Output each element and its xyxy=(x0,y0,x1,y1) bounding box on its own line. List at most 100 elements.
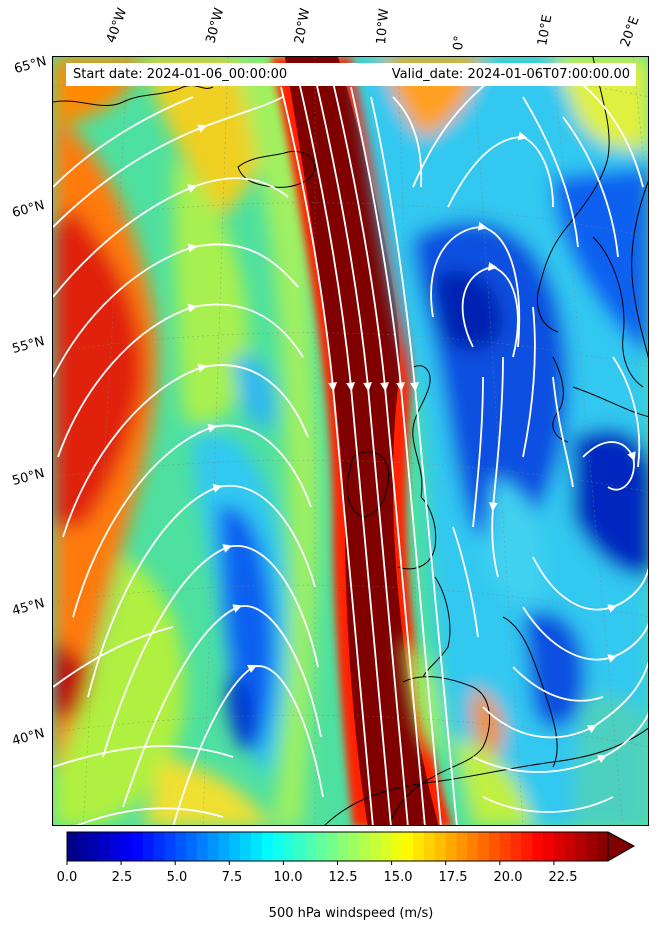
coastline-north-africa xyxy=(324,727,648,825)
colorbar-segment xyxy=(521,832,533,861)
colorbar-segment xyxy=(543,832,555,861)
wind-speed-field xyxy=(53,57,648,825)
colorbar-segment xyxy=(175,832,187,861)
colorbar-segment xyxy=(240,832,252,861)
lon-label-30w: 30°W xyxy=(203,6,228,45)
wind-speed-map xyxy=(52,56,649,826)
colorbar-segment xyxy=(186,832,198,861)
start-date-label: Start date: 2024-01-06_00:00:00 xyxy=(73,67,288,82)
colorbar-segment xyxy=(413,832,425,861)
colorbar-segment xyxy=(315,832,328,861)
colorbar-segment xyxy=(391,832,404,861)
colorbar-segment xyxy=(445,832,458,861)
colorbar-segment xyxy=(553,832,566,861)
colorbar-segment xyxy=(88,832,101,861)
date-banner: Start date: 2024-01-06_00:00:00 Valid_da… xyxy=(66,63,636,86)
colorbar-outline xyxy=(66,831,609,862)
colorbar xyxy=(66,831,636,865)
colorbar-segment xyxy=(434,832,447,861)
colorbar-segment xyxy=(359,832,371,861)
colorbar-tick-label: 0.0 xyxy=(56,870,78,885)
colorbar-segment xyxy=(142,832,155,861)
colorbar-segment xyxy=(337,832,349,861)
colorbar-tick-label: 5.0 xyxy=(166,870,188,885)
colorbar-segment xyxy=(478,832,490,861)
lat-label-50n: 50°N xyxy=(10,466,47,489)
colorbar-segment xyxy=(424,832,436,861)
colorbar-segment xyxy=(196,832,209,861)
colorbar-segment xyxy=(510,832,523,861)
colorbar-extend-arrow xyxy=(608,832,634,861)
map-canvas xyxy=(53,57,648,825)
lon-label-20w: 20°W xyxy=(292,7,314,46)
colorbar-segment xyxy=(456,832,468,861)
colorbar-segment xyxy=(121,832,133,861)
colorbar-segment xyxy=(164,832,176,861)
colorbar-segment xyxy=(229,832,241,861)
colorbar-segment xyxy=(250,832,263,861)
lon-label-10e: 10°E xyxy=(535,13,556,47)
colorbar-tick-label: 12.5 xyxy=(328,870,358,885)
lon-label-20e: 20°E xyxy=(617,14,643,50)
colorbar-segment xyxy=(110,832,122,861)
colorbar-segment xyxy=(131,832,144,861)
colorbar-tick-marks xyxy=(66,861,555,865)
colorbar-segment xyxy=(348,832,360,861)
streamlines xyxy=(53,76,648,825)
colorbar-tick-label: 20.0 xyxy=(493,870,523,885)
coastlines xyxy=(53,57,648,825)
colorbar-segment xyxy=(586,832,598,861)
colorbar-segments xyxy=(67,832,609,861)
colorbar-segment xyxy=(326,832,339,861)
colorbar-segment xyxy=(575,832,587,861)
coastline-scandinavia-east xyxy=(631,180,648,358)
colorbar-segment xyxy=(272,832,284,861)
coastline-baltic xyxy=(572,386,648,417)
colorbar-segment xyxy=(294,832,306,861)
coastline-greenland xyxy=(53,85,214,106)
coastline-italy xyxy=(502,616,558,768)
coastline-iceland xyxy=(237,150,316,188)
colorbar-segment xyxy=(488,832,501,861)
colorbar-segment xyxy=(532,832,544,861)
colorbar-segment xyxy=(467,832,479,861)
colorbar-tick-label: 22.5 xyxy=(548,870,578,885)
coastline-france-biscay xyxy=(422,576,451,678)
colorbar-segment xyxy=(402,832,414,861)
colorbar-segment xyxy=(207,832,220,861)
lon-label-10w: 10°W xyxy=(374,7,393,45)
colorbar-label: 500 hPa windspeed (m/s) xyxy=(268,906,434,921)
lon-label-40w: 40°W xyxy=(103,6,131,45)
colorbar-segment xyxy=(77,832,90,861)
colorbar-segment xyxy=(564,832,577,861)
coastline-iberia xyxy=(388,676,491,825)
colorbar-tick-label: 2.5 xyxy=(111,870,133,885)
colorbar-segment xyxy=(218,832,230,861)
coastline-england xyxy=(397,496,437,570)
colorbar-segment xyxy=(380,832,393,861)
valid-date-label: Valid_date: 2024-01-06T07:00:00.00 xyxy=(391,67,630,82)
colorbar-segment xyxy=(305,832,317,861)
lat-label-45n: 45°N xyxy=(10,596,47,619)
colorbar-tick-label: 10.0 xyxy=(273,870,303,885)
coastline-ireland xyxy=(346,451,390,518)
graticule xyxy=(53,57,648,825)
colorbar-segment xyxy=(499,832,512,861)
lat-label-55n: 55°N xyxy=(10,334,47,357)
colorbar-segment xyxy=(153,832,165,861)
colorbar-tick-label: 7.5 xyxy=(221,870,243,885)
lat-label-65n: 65°N xyxy=(12,54,49,77)
colorbar-tick-label: 15.0 xyxy=(383,870,413,885)
colorbar-tick-label: 17.5 xyxy=(438,870,468,885)
coastline-norway xyxy=(536,57,610,333)
colorbar-segment xyxy=(369,832,382,861)
lat-label-40n: 40°N xyxy=(10,726,47,749)
lat-label-60n: 60°N xyxy=(10,198,47,221)
coastline-baltic-east xyxy=(592,236,644,388)
colorbar-segment xyxy=(67,832,79,861)
colorbar-segment xyxy=(597,832,609,861)
colorbar-segment xyxy=(261,832,274,861)
lon-label-0: 0° xyxy=(451,34,468,51)
colorbar-segment xyxy=(99,832,111,861)
colorbar-segment xyxy=(283,832,295,861)
